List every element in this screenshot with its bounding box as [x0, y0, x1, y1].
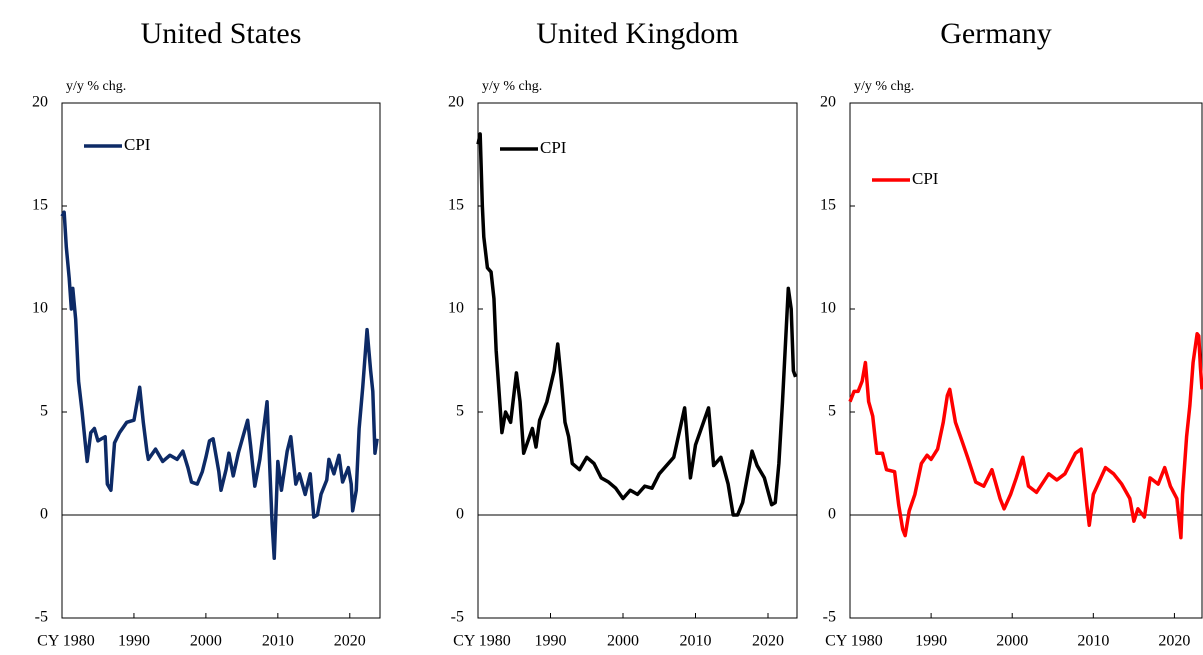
- plot-frame: [477, 102, 798, 619]
- plot-frame: [849, 102, 1203, 619]
- x-tick-label: 1990: [915, 633, 947, 650]
- y-tick-label: -5: [823, 609, 836, 626]
- y-tick-label: 15: [820, 197, 836, 214]
- panel-title: United Kingdom: [536, 17, 739, 50]
- y-tick-label: 10: [448, 300, 464, 317]
- x-tick-label: 2010: [680, 633, 712, 650]
- legend-label: CPI: [540, 138, 567, 157]
- y-tick-label: 10: [820, 300, 836, 317]
- y-tick-label: 20: [32, 94, 48, 111]
- panel-title: Germany: [940, 17, 1052, 50]
- panel-title: United States: [141, 17, 302, 50]
- cpi-line: [848, 331, 1203, 540]
- x-tick-label: 2020: [334, 633, 366, 650]
- x-tick-label: 2020: [752, 633, 784, 650]
- x-tick-label: 2000: [996, 633, 1028, 650]
- y-tick-label: 10: [32, 300, 48, 317]
- legend-label: CPI: [912, 169, 939, 188]
- y-tick-label: -5: [35, 609, 48, 626]
- y-tick-label: 20: [820, 94, 836, 111]
- y-tick-label: 0: [40, 506, 48, 523]
- cpi-line: [60, 210, 379, 561]
- x-tick-label: 2020: [1158, 633, 1190, 650]
- y-axis-label: y/y % chg.: [66, 79, 126, 94]
- y-tick-label: 5: [828, 403, 836, 420]
- x-tick-label: CY 1980: [37, 633, 95, 650]
- x-tick-label: 2000: [190, 633, 222, 650]
- legend-label: CPI: [124, 135, 151, 154]
- y-axis-label: y/y % chg.: [482, 79, 542, 94]
- y-tick-label: 5: [456, 403, 464, 420]
- x-tick-label: CY 1980: [453, 633, 511, 650]
- y-tick-label: 0: [456, 506, 464, 523]
- x-tick-label: 2010: [1077, 633, 1109, 650]
- x-tick-label: 2010: [262, 633, 294, 650]
- y-tick-label: 15: [32, 197, 48, 214]
- y-tick-label: 0: [828, 506, 836, 523]
- y-tick-label: 5: [40, 403, 48, 420]
- x-tick-label: CY 1980: [825, 633, 883, 650]
- y-axis-label: y/y % chg.: [854, 79, 914, 94]
- y-tick-label: -5: [451, 609, 464, 626]
- x-tick-label: 2000: [607, 633, 639, 650]
- y-tick-label: 20: [448, 94, 464, 111]
- cpi-line: [476, 132, 798, 517]
- x-tick-label: 1990: [535, 633, 567, 650]
- plot-frame: [61, 102, 381, 619]
- x-tick-label: 1990: [118, 633, 150, 650]
- y-tick-label: 15: [448, 197, 464, 214]
